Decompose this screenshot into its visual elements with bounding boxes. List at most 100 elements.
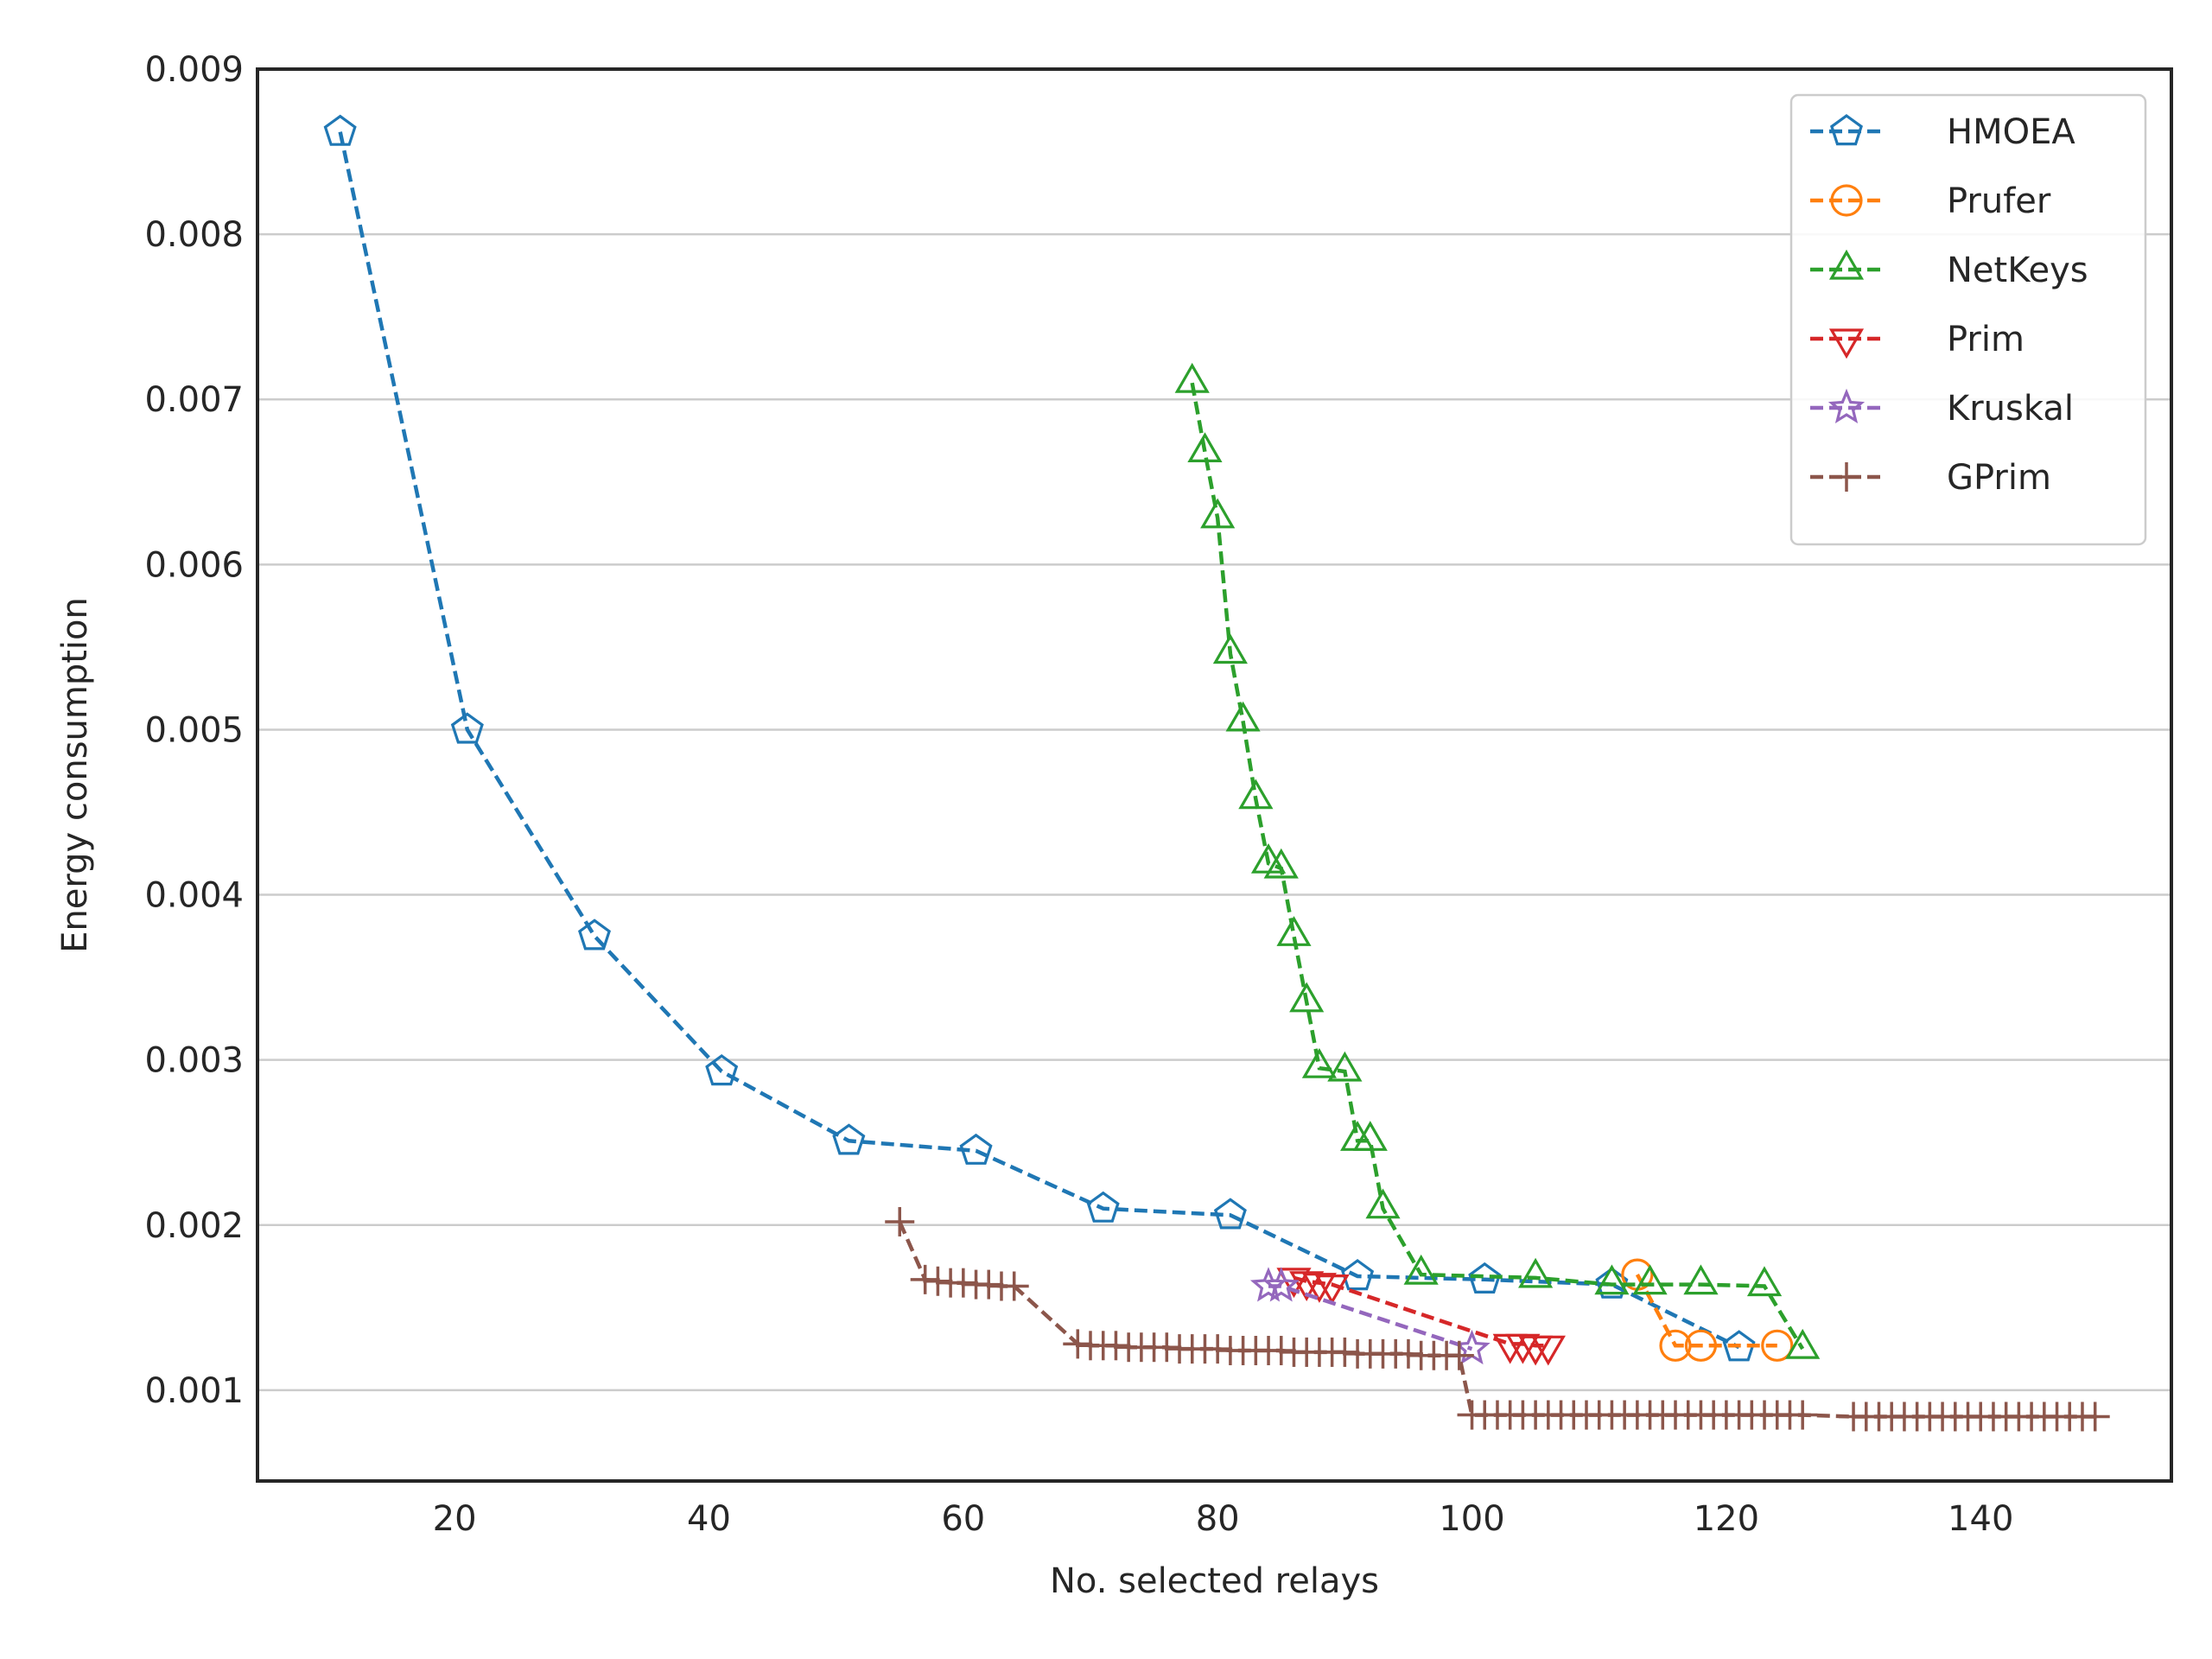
data-point-netkeys	[1746, 1266, 1783, 1297]
data-point-hmoea	[1086, 1191, 1120, 1223]
legend-label-prim: Prim	[1947, 320, 2024, 359]
data-point-netkeys	[1785, 1328, 1821, 1359]
data-point-netkeys	[1238, 779, 1274, 810]
legend-marker-prufer	[1830, 184, 1863, 217]
legend-label-gprim: GPrim	[1947, 458, 2051, 498]
data-point-netkeys	[1594, 1264, 1630, 1295]
data-point-prim	[1289, 1271, 1325, 1302]
data-point-hmoea	[705, 1054, 739, 1086]
data-point-gprim	[1788, 1400, 1818, 1430]
data-point-netkeys	[1289, 982, 1325, 1013]
x-tick-label: 60	[941, 1499, 985, 1539]
series-layer	[323, 114, 2110, 1432]
data-point-netkeys	[1632, 1264, 1668, 1295]
legend-label-hmoea: HMOEA	[1947, 112, 2075, 152]
data-point-netkeys	[1174, 362, 1210, 393]
x-tick-label: 100	[1439, 1499, 1504, 1539]
data-point-gprim	[999, 1271, 1029, 1301]
y-tick-label: 0.001	[144, 1371, 244, 1411]
data-point-prim	[1505, 1333, 1541, 1364]
legend-marker-hmoea	[1830, 114, 1863, 146]
legend-item-prufer: Prufer	[1810, 181, 2051, 221]
data-point-hmoea	[1213, 1198, 1247, 1230]
series-line-hmoea	[338, 131, 1740, 1350]
y-tick-label: 0.003	[144, 1041, 244, 1081]
data-point-prim	[1276, 1268, 1312, 1299]
data-point-prufer	[1684, 1329, 1718, 1362]
x-axis-label: No. selected relays	[1050, 1561, 1379, 1601]
data-point-prufer	[1761, 1329, 1794, 1362]
data-point-prufer	[1659, 1329, 1692, 1362]
data-point-hmoea	[1468, 1262, 1502, 1294]
data-point-hmoea	[832, 1123, 866, 1155]
y-axis: 0.001 0.002 0.003 0.004 0.005 0.006 0.007 0.008…	[144, 50, 244, 1411]
legend: HMOEA Prufer NetKeys Prim Kruskal GPrim	[1789, 93, 2147, 546]
legend-item-prim: Prim	[1810, 320, 2024, 359]
data-point-netkeys	[1225, 701, 1261, 732]
data-point-netkeys	[1327, 1051, 1363, 1082]
y-tick-label: 0.002	[144, 1206, 244, 1246]
data-point-hmoea	[578, 918, 611, 950]
data-point-hmoea	[1341, 1259, 1375, 1291]
x-tick-label: 80	[1196, 1499, 1240, 1539]
data-point-netkeys	[1683, 1264, 1719, 1295]
data-point-gprim	[2080, 1402, 2110, 1432]
series-prim	[1276, 1268, 1566, 1366]
legend-marker-kruskal	[1827, 388, 1866, 424]
x-tick-label: 20	[433, 1499, 477, 1539]
data-point-netkeys	[1403, 1254, 1439, 1285]
legend-item-gprim: GPrim	[1810, 458, 2051, 498]
data-point-kruskal	[1262, 1267, 1300, 1302]
y-tick-label: 0.004	[144, 876, 244, 916]
data-point-netkeys	[1212, 633, 1248, 664]
legend-item-kruskal: Kruskal	[1810, 388, 2074, 429]
data-point-prim	[1530, 1335, 1566, 1366]
data-point-gprim	[885, 1206, 915, 1236]
data-point-gprim	[1393, 1338, 1423, 1369]
data-point-gprim	[1063, 1329, 1093, 1359]
data-point-gprim	[974, 1269, 1004, 1300]
data-point-gprim	[910, 1264, 940, 1294]
y-tick-label: 0.007	[144, 380, 244, 420]
y-tick-label: 0.005	[144, 710, 244, 750]
legend-box	[1789, 93, 2147, 546]
y-axis-label: Energy consumption	[55, 597, 95, 953]
data-point-netkeys	[1276, 916, 1312, 946]
x-tick-label: 120	[1694, 1499, 1759, 1539]
data-point-prim	[1301, 1273, 1337, 1303]
data-point-netkeys	[1352, 1121, 1388, 1151]
legend-marker-netkeys	[1828, 249, 1865, 280]
data-point-gprim	[923, 1266, 953, 1296]
legend-marker-gprim	[1832, 462, 1861, 492]
data-point-prim	[1314, 1274, 1350, 1305]
x-tick-label: 40	[687, 1499, 731, 1539]
data-point-gprim	[1444, 1340, 1474, 1370]
x-axis: 20 40 60 80 100 120 140	[433, 1499, 2014, 1539]
data-point-netkeys	[1518, 1257, 1554, 1288]
data-point-netkeys	[1200, 498, 1236, 529]
data-point-gprim	[1152, 1332, 1182, 1363]
data-point-hmoea	[323, 114, 357, 146]
x-tick-label: 140	[1948, 1499, 2013, 1539]
data-point-netkeys	[1263, 848, 1299, 879]
y-tick-label: 0.009	[144, 50, 244, 90]
y-tick-label: 0.006	[144, 545, 244, 585]
series-line-prufer	[1635, 1274, 1777, 1348]
data-point-netkeys	[1365, 1188, 1401, 1219]
data-point-kruskal	[1249, 1267, 1287, 1302]
data-point-gprim	[1266, 1336, 1296, 1366]
data-point-hmoea	[1722, 1330, 1756, 1362]
legend-label-netkeys: NetKeys	[1947, 251, 2088, 290]
data-point-netkeys	[1301, 1047, 1337, 1078]
data-point-gprim	[1101, 1331, 1131, 1361]
legend-marker-prim	[1828, 328, 1865, 359]
plot-frame	[256, 67, 2173, 1483]
series-netkeys	[1174, 362, 1821, 1359]
data-point-gprim	[1330, 1337, 1360, 1367]
y-tick-label: 0.008	[144, 215, 244, 255]
series-gprim	[885, 1206, 2110, 1432]
data-point-hmoea	[959, 1133, 993, 1165]
legend-label-kruskal: Kruskal	[1947, 389, 2074, 429]
series-line-netkeys	[1190, 382, 1805, 1351]
